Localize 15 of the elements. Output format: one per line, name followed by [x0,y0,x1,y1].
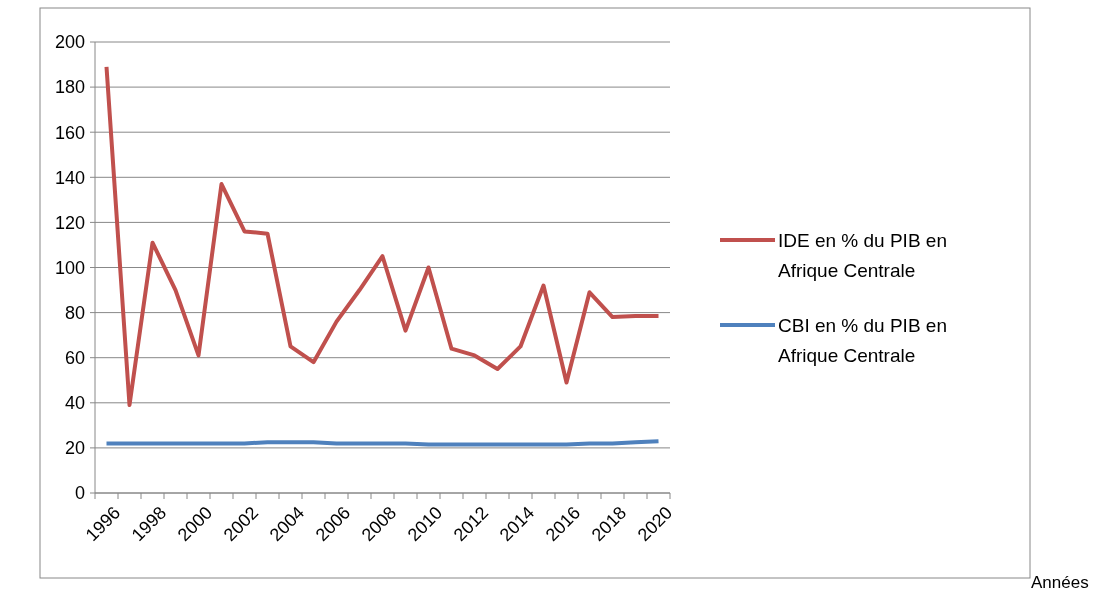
y-tick-label: 80 [64,302,85,323]
y-tick-label: 60 [64,348,85,368]
y-tick-label: 160 [54,122,85,143]
y-tick-label: 0 [74,483,85,504]
y-tick-label: 20 [64,438,85,459]
line-series [104,64,661,408]
y-tick-label: 120 [54,212,85,233]
y-tick-label: 180 [54,77,85,98]
y-tick-label: 200 [54,32,85,53]
text: Années [1031,573,1089,592]
legend-label: IDE en % du PIB en Afrique Centrale [778,230,947,281]
y-tick-label: 40 [64,393,85,414]
y-tick-label: 140 [54,167,85,188]
y-tick-label: 100 [54,257,85,278]
legend-label: CBI en % du PIB en Afrique Centrale [778,315,947,366]
